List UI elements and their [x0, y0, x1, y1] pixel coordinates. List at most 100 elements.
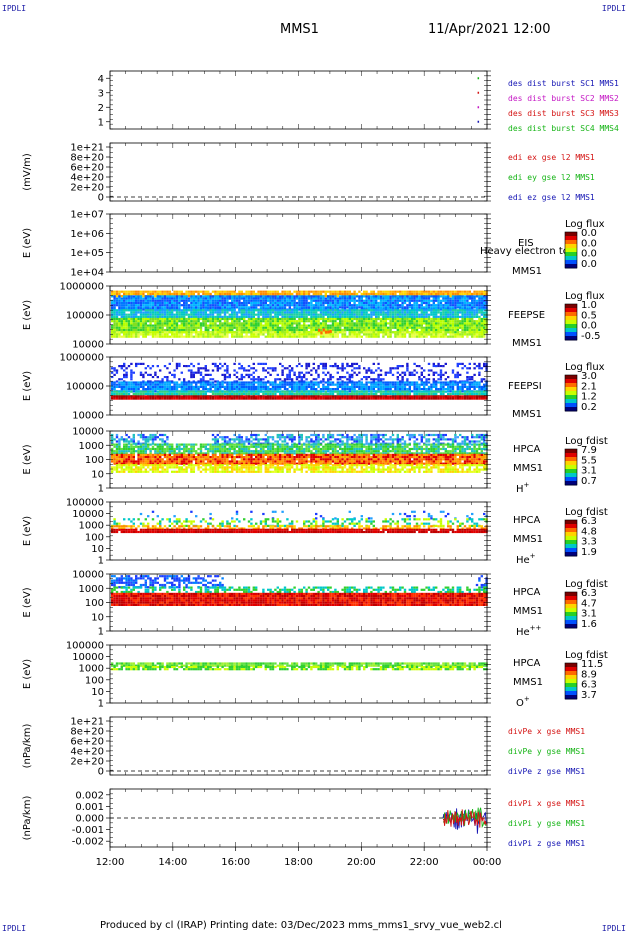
panel-eis-colorbar-band: [565, 256, 577, 261]
panel-feepse-cell: [358, 326, 361, 329]
panel-feepse-cell: [442, 295, 445, 298]
panel-feepse-cell: [394, 322, 397, 325]
panel-feepsi-cell: [377, 378, 380, 381]
panel-feepse-cell: [348, 335, 351, 338]
panel-feepse-cell: [163, 295, 167, 298]
panel-feepse-cell: [185, 322, 188, 325]
panel-feepse-cell: [394, 304, 397, 307]
panel-feepse-cell: [485, 326, 488, 329]
panel-feepsi-cell: [115, 369, 119, 372]
panel-feepse-cell: [247, 315, 251, 318]
panel-feepsi-cell: [466, 367, 469, 370]
panel-feepsi-cell: [130, 381, 133, 384]
panel-feepse-cell: [235, 315, 239, 318]
panel-feepse-cell: [442, 324, 445, 327]
panel-feepsi-cell: [293, 373, 296, 376]
panel-feepse-cell: [442, 317, 445, 321]
panel-feepse-cell: [341, 290, 344, 293]
panel-feepse-cell: [384, 301, 387, 305]
panel-feepse-cell: [190, 297, 193, 300]
panel-feepse-cell: [437, 292, 440, 295]
panel-feepse-cell: [459, 290, 462, 293]
panel-feepse-cell: [271, 290, 275, 293]
panel-feepse-cell: [406, 309, 409, 312]
panel-feepse-cell: [279, 306, 282, 309]
panel-feepse-cell: [365, 311, 368, 314]
panel-feepsi-cell: [283, 367, 287, 370]
panel-feepse-cell: [353, 304, 356, 307]
panel-feepse-cell: [132, 301, 135, 305]
panel-feepsi-cell: [139, 383, 143, 386]
panel-feepse-cell: [406, 315, 409, 318]
panel-feepse-cell: [159, 322, 162, 325]
panel-feepse-cell: [175, 309, 179, 312]
panel-feepse-cell: [250, 295, 253, 298]
panel-feepse-cell: [319, 317, 323, 321]
panel-feepse-cell: [291, 322, 294, 325]
panel-feepse-cell: [111, 311, 114, 314]
panel-feepse-cell: [442, 320, 445, 323]
panel-feepse-cell: [456, 295, 459, 298]
panel-feepse-cell: [427, 292, 431, 295]
panel-feepse-cell: [425, 317, 428, 321]
panel-feepsi-cell: [185, 378, 188, 381]
panel-feepse-cell: [197, 320, 200, 323]
panel-feepse-cell: [425, 304, 428, 307]
panel-feepsi-cell: [358, 378, 361, 381]
panel-feepse-cell: [475, 311, 479, 314]
panel-feepse-cell: [447, 313, 450, 316]
panel-feepse-cell: [399, 324, 402, 327]
panel-feepse-cell: [439, 292, 443, 295]
panel-feepse-cell: [293, 304, 296, 307]
panel-feepse-cell: [298, 308, 301, 311]
corner-label-bl: IPDLI: [2, 924, 27, 933]
panel-feepse-cell: [142, 326, 145, 329]
panel-feepse-cell: [403, 315, 407, 318]
panel-feepse-cell: [307, 304, 311, 307]
panel-feepsi-cell: [168, 388, 171, 391]
panel-feepse-cell: [391, 295, 395, 298]
panel-feepse-cell: [291, 317, 294, 321]
panel-feepsi-cell: [183, 367, 186, 370]
panel-feepsi-cell: [276, 373, 279, 376]
panel-feepse-cell: [456, 320, 459, 323]
panel-feepse-colorbar-band: [565, 328, 577, 333]
panel-feepse-cell: [315, 292, 318, 295]
panel-feepsi-cell: [341, 371, 344, 374]
panel-feepsi-cell: [300, 362, 303, 365]
panel-feepsi-cell: [461, 362, 464, 365]
panel-feepsi-cell: [190, 383, 193, 386]
panel-feepsi-cell: [240, 367, 243, 370]
panel-feepse-cell: [207, 295, 210, 298]
panel-feepsi-cell: [135, 388, 138, 391]
panel-feepse-cell: [312, 328, 315, 332]
panel-feepse-cell: [171, 309, 174, 312]
panel-feepse-cell: [399, 333, 402, 336]
panel-burst-ytick-label: 2: [98, 103, 104, 114]
panel-feepse-cell: [384, 306, 387, 309]
panel-feepse-cell: [118, 317, 121, 321]
panel-feepse-cell: [307, 324, 311, 327]
header-mission: MMS1: [280, 22, 319, 37]
panel-feepse-cell: [425, 322, 428, 325]
panel-feepsi-cell: [238, 378, 241, 381]
panel-feepse-cell: [250, 317, 253, 321]
panel-feepse-cell: [339, 299, 342, 302]
panel-feepse-cell: [111, 317, 114, 321]
panel-feepsi-cell: [125, 367, 128, 370]
panel-feepse-cell: [327, 313, 330, 316]
panel-feepse-cell: [363, 299, 366, 302]
panel-feepse-cell: [111, 320, 114, 323]
panel-feepse-cell: [382, 313, 385, 316]
panel-feepse-cell: [403, 306, 407, 309]
panel-burst-point: [477, 77, 480, 80]
panel-feepse-cell: [343, 317, 347, 321]
panel-feepse-cell: [377, 317, 380, 321]
panel-feepse-cell: [379, 331, 383, 334]
panel-feepse-cell: [331, 306, 335, 309]
panel-feepse-cell: [250, 322, 253, 325]
panel-feepsi-cell: [132, 388, 135, 391]
panel-feepse-cell: [250, 309, 253, 312]
panel-feepse-cell: [240, 311, 243, 314]
panel-feepse-cell: [391, 322, 395, 325]
